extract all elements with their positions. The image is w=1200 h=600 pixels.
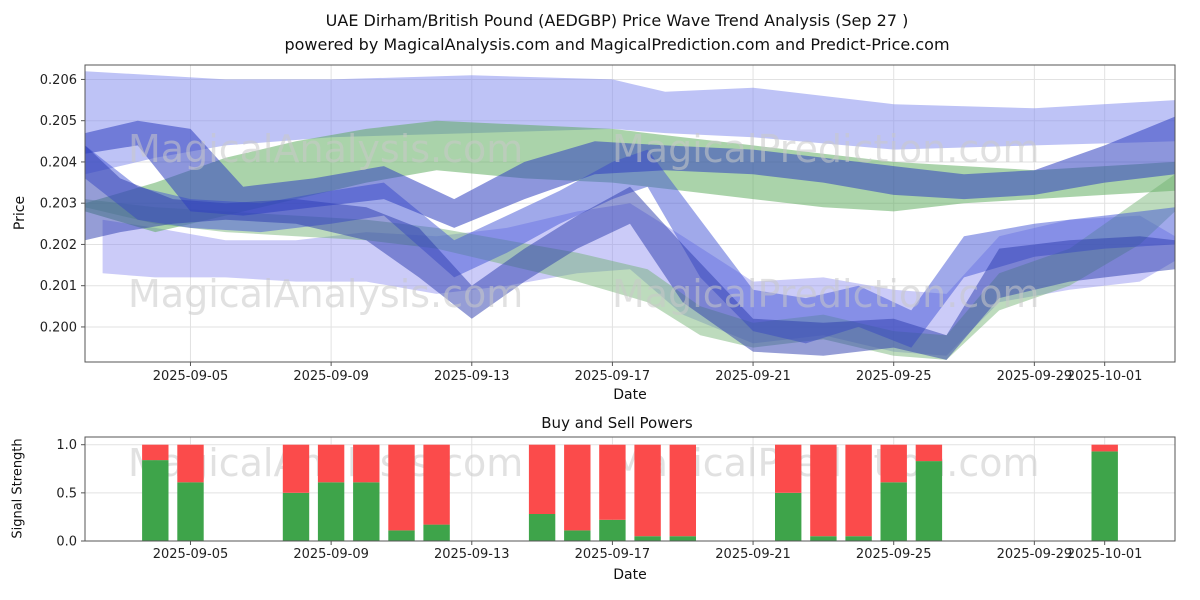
buy-power-bar xyxy=(845,536,872,541)
buy-power-bar xyxy=(599,519,626,541)
sell-power-bar xyxy=(528,444,556,514)
svg-text:2025-09-29: 2025-09-29 xyxy=(997,369,1073,384)
svg-text:2025-09-09: 2025-09-09 xyxy=(293,369,369,384)
svg-text:2025-09-09: 2025-09-09 xyxy=(293,547,369,562)
buy-power-bar xyxy=(317,482,345,541)
buy-sell-powers-title: Buy and Sell Powers xyxy=(541,414,693,432)
sell-power-bar xyxy=(669,444,696,537)
price-wave-chart: MagicalAnalysis.com MagicalPrediction.com… xyxy=(40,64,1176,384)
buy-power-bar xyxy=(564,530,591,541)
svg-text:2025-09-21: 2025-09-21 xyxy=(715,369,791,384)
svg-text:2025-10-01: 2025-10-01 xyxy=(1067,369,1143,384)
buy-power-bar xyxy=(282,492,310,541)
sell-power-bar xyxy=(775,444,802,493)
sell-power-bar xyxy=(388,444,415,531)
buy-power-bar xyxy=(388,530,415,541)
watermark-magicalprediction: MagicalPrediction.com xyxy=(612,272,1040,316)
watermark-magicalanalysis: MagicalAnalysis.com xyxy=(128,272,523,316)
sell-power-bar xyxy=(880,444,907,483)
buy-power-bar xyxy=(810,536,837,541)
chart-title-line2: powered by MagicalAnalysis.com and Magic… xyxy=(284,35,950,54)
sell-power-bar xyxy=(564,444,591,531)
buy-power-bar xyxy=(423,524,450,541)
svg-text:0.202: 0.202 xyxy=(40,238,77,253)
sell-power-bar xyxy=(142,444,169,461)
svg-text:0.5: 0.5 xyxy=(56,486,77,501)
power-x-axis-label: Date xyxy=(613,567,647,583)
chart-title-line1: UAE Dirham/British Pound (AEDGBP) Price … xyxy=(325,11,909,30)
svg-text:2025-09-17: 2025-09-17 xyxy=(575,547,651,562)
buy-power-bar xyxy=(775,492,802,541)
svg-text:2025-09-05: 2025-09-05 xyxy=(153,369,229,384)
lower-wave-band-dark-blue xyxy=(85,145,1175,360)
buy-power-bar xyxy=(177,482,204,541)
price-y-axis-label: Price xyxy=(12,195,28,231)
svg-text:1.0: 1.0 xyxy=(56,438,77,453)
buy-power-bar xyxy=(880,482,907,541)
svg-text:2025-09-21: 2025-09-21 xyxy=(715,547,791,562)
svg-text:2025-09-17: 2025-09-17 xyxy=(575,369,651,384)
buy-power-bar xyxy=(142,460,169,541)
sell-power-bar xyxy=(1091,444,1118,452)
svg-text:2025-09-13: 2025-09-13 xyxy=(434,369,510,384)
svg-text:2025-09-29: 2025-09-29 xyxy=(997,547,1073,562)
buy-power-bar xyxy=(669,536,696,541)
sell-power-bar xyxy=(810,444,837,537)
sell-power-bar xyxy=(317,444,345,483)
svg-text:0.205: 0.205 xyxy=(40,114,77,129)
sell-power-bar xyxy=(915,444,943,462)
svg-text:0.200: 0.200 xyxy=(40,320,77,335)
sell-power-bar xyxy=(423,444,450,525)
svg-text:2025-09-05: 2025-09-05 xyxy=(153,547,229,562)
svg-text:0.206: 0.206 xyxy=(40,73,77,88)
upper-forecast-band-light-purple xyxy=(85,71,1175,175)
svg-text:2025-09-25: 2025-09-25 xyxy=(856,547,932,562)
price-x-axis-label: Date xyxy=(613,387,647,403)
buy-power-bar xyxy=(634,536,661,541)
sell-power-bar xyxy=(353,444,380,483)
svg-text:2025-09-13: 2025-09-13 xyxy=(434,547,510,562)
sell-power-bar xyxy=(634,444,661,537)
buy-power-bar xyxy=(528,514,556,541)
svg-text:0.204: 0.204 xyxy=(40,155,77,170)
watermark-magicalanalysis: MagicalAnalysis.com xyxy=(128,127,523,171)
buy-power-bar xyxy=(915,461,943,541)
upper-wave-band-dark-blue xyxy=(85,116,1175,228)
svg-text:2025-10-01: 2025-10-01 xyxy=(1067,547,1143,562)
sell-power-bar xyxy=(599,444,626,520)
buy-power-bar xyxy=(1091,451,1118,541)
watermark-magicalprediction: MagicalPrediction.com xyxy=(612,127,1040,171)
svg-text:0.201: 0.201 xyxy=(40,279,77,294)
sell-power-bar xyxy=(845,444,872,537)
sell-power-bar xyxy=(282,444,310,493)
svg-text:0.0: 0.0 xyxy=(56,535,77,550)
svg-text:2025-09-25: 2025-09-25 xyxy=(856,369,932,384)
chart-title: UAE Dirham/British Pound (AEDGBP) Price … xyxy=(17,9,1200,57)
svg-text:0.203: 0.203 xyxy=(40,197,77,212)
buy-sell-powers-chart: MagicalAnalysis.comMagicalPrediction.com… xyxy=(56,436,1176,562)
power-y-axis-label: Signal Strength xyxy=(10,438,26,539)
sell-power-bar xyxy=(177,444,204,483)
buy-power-bar xyxy=(353,482,380,541)
